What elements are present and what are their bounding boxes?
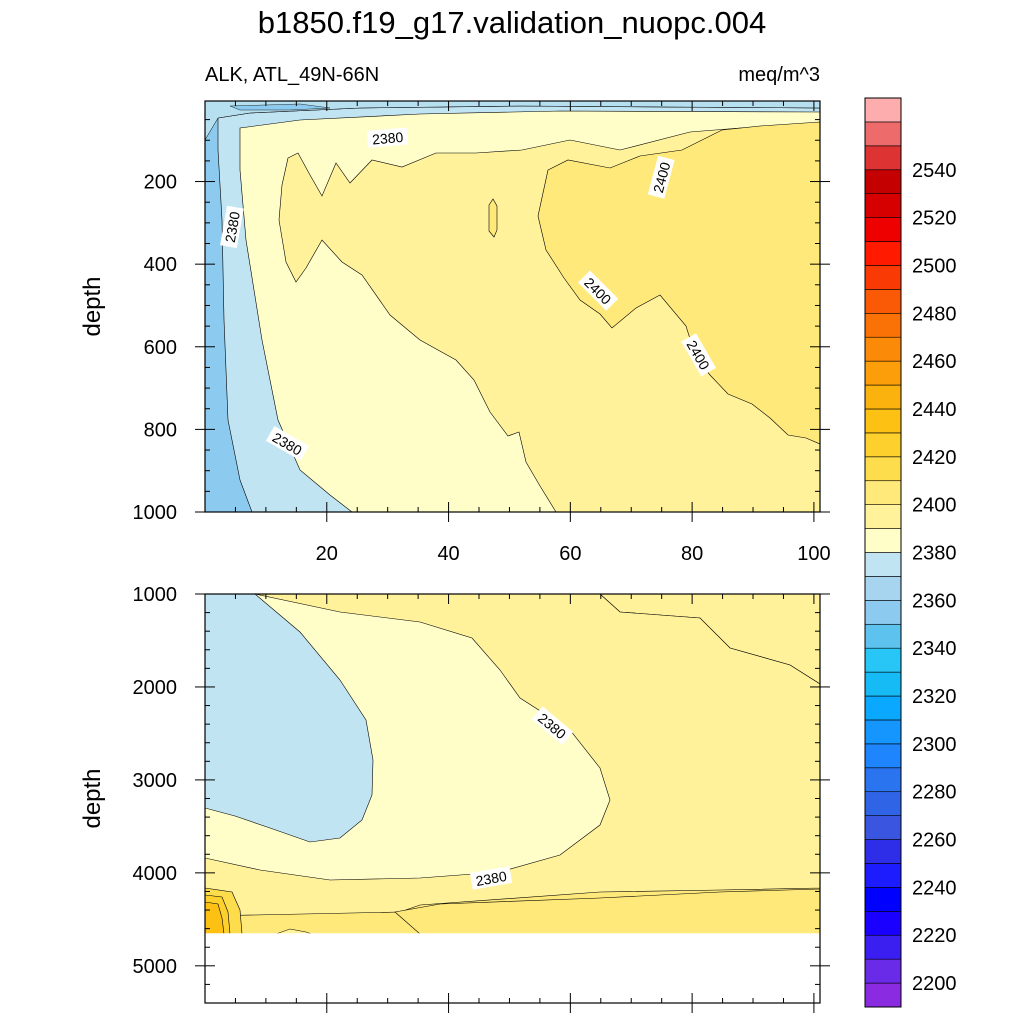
colorbar-box — [864, 432, 902, 458]
colorbar-box — [864, 265, 902, 290]
colorbar-frame — [864, 97, 902, 1008]
colorbar-box — [864, 528, 902, 553]
colorbar-box — [864, 504, 902, 529]
contour-label-text: 2400 — [650, 160, 674, 194]
contour-label: 2380 — [220, 205, 244, 249]
colorbar-box — [864, 600, 902, 625]
colorbar-box — [864, 97, 902, 123]
contour-label-text: 2380 — [474, 868, 508, 889]
colorbar-label: 2360 — [912, 590, 957, 612]
y-tick-label: 3000 — [133, 770, 178, 792]
lower-contour-fills — [205, 594, 820, 1003]
y-tick-label: 400 — [144, 254, 177, 276]
colorbar-box — [864, 815, 902, 840]
colorbar-box — [864, 552, 902, 577]
x-tick-label: 20 — [316, 543, 338, 565]
contour-label: 2380 — [366, 127, 409, 148]
colorbar-box — [864, 336, 902, 362]
y-tick-label: 1000 — [133, 502, 178, 524]
x-tick-label: 40 — [437, 543, 459, 565]
x-tick-label: 60 — [559, 543, 581, 565]
colorbar-label: 2220 — [912, 925, 957, 947]
colorbar-label: 2340 — [912, 638, 957, 660]
lower-contour-region — [205, 594, 374, 843]
upper-contour-region — [488, 198, 498, 238]
y-axis-label: depth — [79, 768, 106, 828]
y-tick-label: 2000 — [133, 677, 178, 699]
y-axis-label: depth — [79, 276, 106, 336]
colorbar-box — [864, 384, 902, 410]
plot-frame — [204, 100, 821, 513]
upper-variable-label: ALK, ATL_49N-66N — [205, 64, 379, 86]
colorbar-box — [864, 791, 902, 816]
colorbar-box — [864, 982, 902, 1008]
upper-units-label: meq/m^3 — [738, 64, 820, 86]
colorbar-box — [864, 887, 902, 912]
upper-surface-patch — [229, 103, 331, 111]
colorbar-label: 2520 — [912, 208, 957, 230]
y-tick-label: 1000 — [133, 584, 178, 606]
colorbar-label: 2300 — [912, 734, 957, 756]
colorbar-label: 2260 — [912, 830, 957, 852]
colorbar-box — [864, 623, 902, 649]
colorbar-box — [864, 480, 902, 505]
colorbar-box — [864, 647, 902, 673]
colorbar-box — [864, 576, 902, 601]
colorbar-box — [864, 743, 902, 769]
colorbar-box — [864, 839, 902, 864]
contour-label: 2380 — [469, 866, 513, 890]
colorbar-label: 2280 — [912, 782, 957, 804]
colorbar-box — [864, 169, 902, 194]
contour-label: 2400 — [647, 155, 675, 199]
colorbar-box — [864, 312, 902, 338]
colorbar-label: 2440 — [912, 399, 957, 421]
colorbar-box — [864, 456, 902, 482]
colorbar-box — [864, 958, 902, 984]
colorbar-label: 2420 — [912, 447, 957, 469]
colorbar: 2200 2220 2240 2260 2280 2300 2320 2340 2360 2380… — [864, 97, 957, 1008]
colorbar-box — [864, 719, 902, 745]
colorbar-box — [864, 121, 902, 147]
y-tick-label: 800 — [144, 419, 177, 441]
colorbar-box — [864, 934, 902, 960]
x-tick-label: 80 — [681, 543, 703, 565]
colorbar-label: 2500 — [912, 255, 957, 277]
missing-data-area — [205, 933, 820, 1003]
colorbar-box — [864, 193, 902, 218]
y-tick-label: 5000 — [133, 956, 178, 978]
colorbar-box — [864, 241, 902, 266]
contour-label-text: 2380 — [371, 129, 404, 148]
colorbar-label: 2540 — [912, 160, 957, 182]
colorbar-box — [864, 671, 902, 697]
colorbar-label: 2320 — [912, 686, 957, 708]
colorbar-box — [864, 360, 902, 386]
colorbar-label: 2480 — [912, 303, 957, 325]
colorbar-box — [864, 145, 902, 171]
y-tick-label: 200 — [144, 172, 177, 194]
contour-label-text: 2380 — [222, 210, 243, 244]
colorbar-box — [864, 408, 902, 434]
y-tick-label: 600 — [144, 337, 177, 359]
colorbar-label: 2380 — [912, 543, 957, 565]
colorbar-box — [864, 695, 902, 721]
colorbar-label: 2460 — [912, 351, 957, 373]
colorbar-box — [864, 767, 902, 793]
colorbar-label: 2400 — [912, 495, 957, 517]
colorbar-label: 2240 — [912, 877, 957, 899]
colorbar-box — [864, 289, 902, 314]
colorbar-box — [864, 863, 902, 888]
colorbar-box — [864, 911, 902, 936]
colorbar-label: 2200 — [912, 973, 957, 995]
upper-contour-fills — [205, 101, 820, 512]
y-tick-label: 4000 — [133, 863, 178, 885]
colorbar-box — [864, 217, 902, 242]
chart-title: b1850.f19_g17.validation_nuopc.004 — [258, 5, 767, 40]
upper-contour-region — [537, 121, 820, 445]
x-tick-label: 100 — [797, 543, 830, 565]
